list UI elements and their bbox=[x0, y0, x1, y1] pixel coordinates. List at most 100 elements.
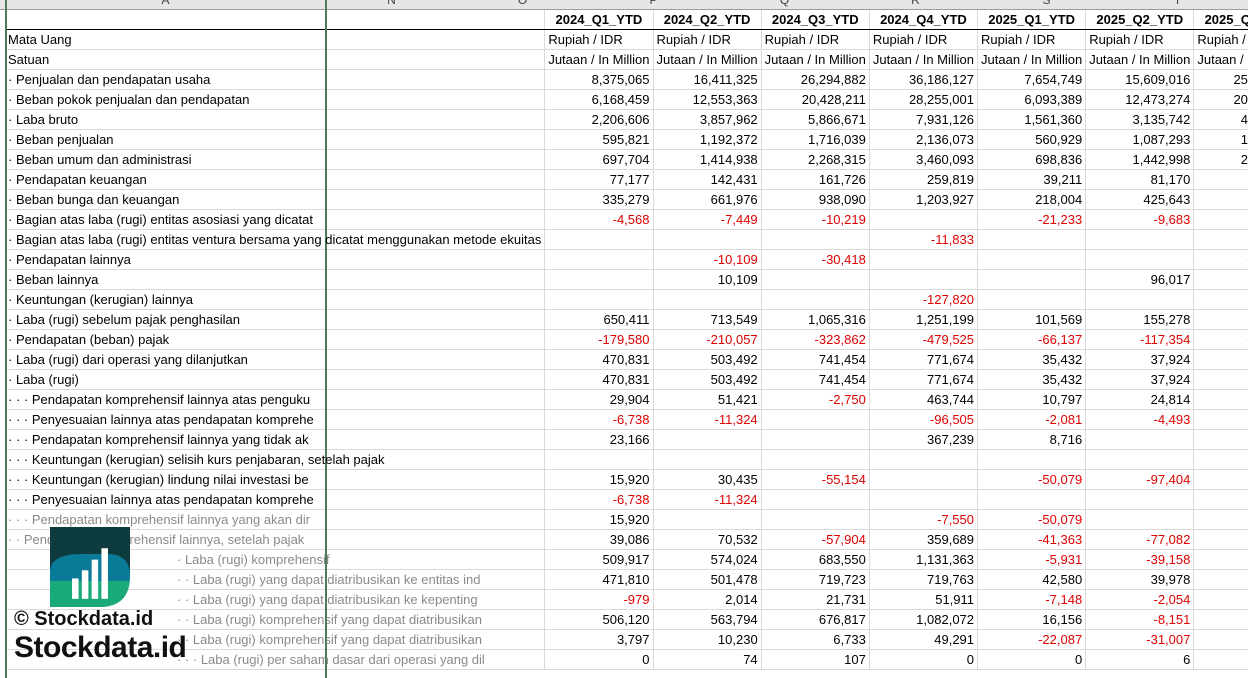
value-cell[interactable]: 771,674 bbox=[869, 369, 979, 390]
value-cell[interactable] bbox=[544, 229, 654, 250]
value-cell[interactable] bbox=[1193, 489, 1248, 510]
meta-value-cell[interactable]: Rupiah / IDR bbox=[653, 29, 762, 50]
value-cell[interactable]: 683,550 bbox=[761, 549, 870, 570]
value-cell[interactable]: 16,411,325 bbox=[653, 69, 762, 90]
row-label-cell[interactable]: · Pendapatan (beban) pajak bbox=[5, 329, 546, 350]
value-cell[interactable]: 161,726 bbox=[761, 169, 870, 190]
value-cell[interactable]: 47,008 bbox=[1193, 629, 1248, 650]
value-cell[interactable]: -4,568 bbox=[544, 209, 654, 230]
value-cell[interactable]: 49,291 bbox=[869, 629, 979, 650]
value-cell[interactable] bbox=[761, 509, 870, 530]
column-letter[interactable]: N bbox=[387, 0, 396, 7]
value-cell[interactable]: 130,540 bbox=[1193, 169, 1248, 190]
value-cell[interactable]: 8,716 bbox=[977, 429, 1087, 450]
value-cell[interactable]: 23,166 bbox=[544, 429, 654, 450]
value-cell[interactable]: -10,219 bbox=[761, 209, 870, 230]
value-cell[interactable]: 259,819 bbox=[869, 169, 979, 190]
spreadsheet-grid[interactable]: 2024_Q1_YTD 2024_Q2_YTD 2024_Q3_YTD 2024_Q4… bbox=[5, 10, 1248, 670]
value-cell[interactable]: 0 bbox=[544, 649, 654, 670]
value-cell[interactable] bbox=[977, 289, 1087, 310]
meta-value-cell[interactable]: Jutaan / In Million bbox=[653, 49, 762, 70]
value-cell[interactable]: 29,904 bbox=[544, 389, 654, 410]
value-cell[interactable]: -57,904 bbox=[761, 529, 870, 550]
value-cell[interactable]: -21,233 bbox=[977, 209, 1087, 230]
value-cell[interactable] bbox=[653, 229, 762, 250]
column-letter[interactable]: S bbox=[1042, 0, 1051, 7]
value-cell[interactable] bbox=[1085, 449, 1195, 470]
value-cell[interactable]: 501,478 bbox=[653, 569, 762, 590]
row-label-cell[interactable]: · · Laba (rugi) komprehensif yang dapat … bbox=[5, 629, 546, 650]
row-label-cell[interactable]: · · · Pendapatan komprehensif lainnya ya… bbox=[5, 429, 546, 450]
value-cell[interactable]: 1,716,039 bbox=[761, 129, 870, 150]
row-label-cell[interactable]: · · Laba (rugi) yang dapat diatribusikan… bbox=[5, 569, 546, 590]
period-header-cell[interactable]: 2025_Q3_YTD bbox=[1193, 10, 1248, 30]
value-cell[interactable]: 698,836 bbox=[977, 149, 1087, 170]
value-cell[interactable]: 359,689 bbox=[869, 529, 979, 550]
value-cell[interactable] bbox=[544, 269, 654, 290]
value-cell[interactable] bbox=[1085, 489, 1195, 510]
value-cell[interactable]: 12,473,274 bbox=[1085, 89, 1195, 110]
value-cell[interactable]: 374,557 bbox=[1193, 309, 1248, 330]
value-cell[interactable] bbox=[761, 229, 870, 250]
value-cell[interactable]: 1,537,814 bbox=[1193, 129, 1248, 150]
value-cell[interactable]: 6,093,389 bbox=[977, 89, 1087, 110]
value-cell[interactable]: -41,363 bbox=[977, 529, 1087, 550]
value-cell[interactable]: 96,017 bbox=[1085, 269, 1195, 290]
row-label-cell[interactable]: · Beban penjualan bbox=[5, 129, 546, 150]
value-cell[interactable]: 36,673 bbox=[1193, 389, 1248, 410]
value-cell[interactable]: 367,239 bbox=[869, 429, 979, 450]
row-label-cell[interactable]: · · · Penyesuaian lainnya atas pendapata… bbox=[5, 409, 546, 430]
value-cell[interactable]: 463,744 bbox=[869, 389, 979, 410]
value-cell[interactable]: 1,082,072 bbox=[869, 609, 979, 630]
row-label-cell[interactable]: · Keuntungan (kerugian) lainnya bbox=[5, 289, 546, 310]
row-label-cell[interactable]: · Bagian atas laba (rugi) entitas asosia… bbox=[5, 209, 546, 230]
value-cell[interactable]: 35,432 bbox=[977, 349, 1087, 370]
value-cell[interactable]: 4,990,201 bbox=[1193, 109, 1248, 130]
value-cell[interactable]: 2,356,004 bbox=[1193, 149, 1248, 170]
value-cell[interactable] bbox=[544, 249, 654, 270]
value-cell[interactable] bbox=[1193, 429, 1248, 450]
value-cell[interactable]: 150,431 bbox=[1193, 609, 1248, 630]
value-cell[interactable] bbox=[653, 429, 762, 450]
value-cell[interactable]: 1,251,199 bbox=[869, 309, 979, 330]
value-cell[interactable]: 10,797 bbox=[977, 389, 1087, 410]
value-cell[interactable]: -50,079 bbox=[977, 469, 1087, 490]
value-cell[interactable] bbox=[1193, 509, 1248, 530]
value-cell[interactable]: 676,817 bbox=[761, 609, 870, 630]
value-cell[interactable]: 77,177 bbox=[544, 169, 654, 190]
row-label-cell[interactable]: · · · Laba (rugi) per saham dasar dari o… bbox=[5, 649, 546, 670]
value-cell[interactable]: 6 bbox=[1085, 649, 1195, 670]
value-cell[interactable]: 15,609,016 bbox=[1085, 69, 1195, 90]
meta-label-cell[interactable]: Mata Uang bbox=[5, 29, 546, 50]
value-cell[interactable]: 938,090 bbox=[761, 189, 870, 210]
value-cell[interactable]: 107 bbox=[761, 649, 870, 670]
value-cell[interactable]: 595,821 bbox=[544, 129, 654, 150]
value-cell[interactable]: 21,731 bbox=[761, 589, 870, 610]
value-cell[interactable]: 39,211 bbox=[977, 169, 1087, 190]
row-label-cell[interactable]: · · · Pendapatan komprehensif lainnya ya… bbox=[5, 509, 546, 530]
value-cell[interactable]: 335,279 bbox=[544, 189, 654, 210]
value-cell[interactable] bbox=[761, 429, 870, 450]
value-cell[interactable]: -208,682 bbox=[1193, 249, 1248, 270]
value-cell[interactable]: 650,411 bbox=[544, 309, 654, 330]
value-cell[interactable]: 10,109 bbox=[653, 269, 762, 290]
value-cell[interactable] bbox=[761, 289, 870, 310]
value-cell[interactable]: 24,814 bbox=[1085, 389, 1195, 410]
column-letter[interactable]: O bbox=[517, 0, 528, 7]
value-cell[interactable]: 36,610 bbox=[1193, 529, 1248, 550]
value-cell[interactable]: 37,924 bbox=[1085, 349, 1195, 370]
row-label-cell[interactable]: · Laba (rugi) bbox=[5, 369, 546, 390]
row-label-cell[interactable]: · Beban umum dan administrasi bbox=[5, 149, 546, 170]
row-label-cell[interactable]: · Laba bruto bbox=[5, 109, 546, 130]
value-cell[interactable]: 1,087,293 bbox=[1085, 129, 1195, 150]
value-cell[interactable]: 471,810 bbox=[544, 569, 654, 590]
value-cell[interactable] bbox=[761, 409, 870, 430]
value-cell[interactable] bbox=[653, 449, 762, 470]
value-cell[interactable]: 771,674 bbox=[869, 349, 979, 370]
value-cell[interactable]: 2,014 bbox=[653, 589, 762, 610]
value-cell[interactable] bbox=[653, 509, 762, 530]
value-cell[interactable]: 12,553,363 bbox=[653, 89, 762, 110]
value-cell[interactable]: 713,549 bbox=[653, 309, 762, 330]
value-cell[interactable]: 45,992 bbox=[1193, 589, 1248, 610]
value-cell[interactable]: -4,493 bbox=[1085, 409, 1195, 430]
